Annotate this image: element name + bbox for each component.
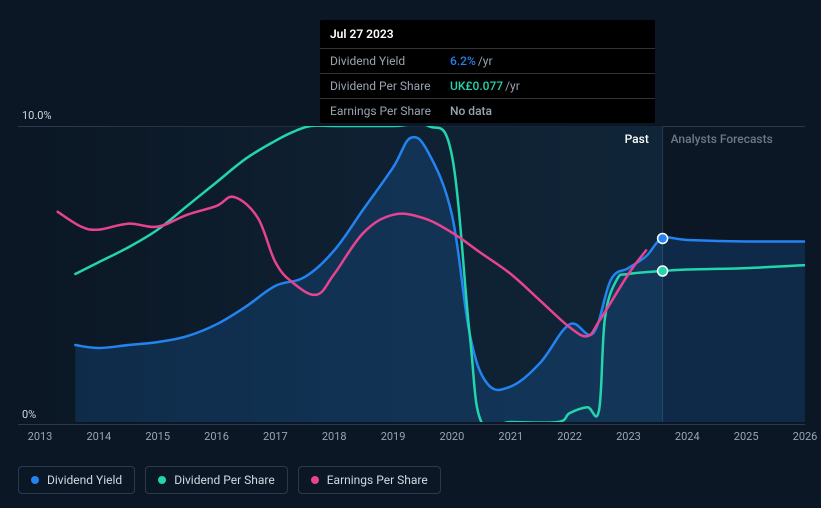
tooltip-row-value: UK£0.077 — [450, 78, 503, 94]
y-axis-label-top: 10.0% — [22, 109, 52, 122]
x-tick: 2022 — [557, 430, 582, 443]
x-tick: 2014 — [86, 430, 111, 443]
y-axis-label-bottom: 0% — [22, 408, 36, 421]
legend-dot-icon — [311, 476, 319, 484]
x-tick: 2026 — [793, 430, 818, 443]
tooltip-row-label: Earnings Per Share — [330, 103, 450, 119]
tooltip-row: Earnings Per ShareNo data — [320, 98, 655, 123]
legend-label: Earnings Per Share — [327, 473, 428, 487]
tooltip-row-unit: /yr — [505, 78, 520, 94]
tooltip-row-value: 6.2% — [450, 53, 476, 69]
legend-item[interactable]: Earnings Per Share — [298, 466, 441, 494]
x-tick: 2015 — [145, 430, 170, 443]
tooltip-row: Dividend Yield6.2%/yr — [320, 48, 655, 73]
x-tick: 2025 — [734, 430, 759, 443]
x-tick: 2016 — [204, 430, 229, 443]
legend-label: Dividend Per Share — [174, 473, 275, 487]
x-tick: 2017 — [263, 430, 288, 443]
chart-plot-area[interactable] — [40, 126, 805, 422]
x-tick: 2021 — [498, 430, 523, 443]
legend-label: Dividend Yield — [47, 473, 122, 487]
legend-dot-icon — [158, 476, 166, 484]
x-tick: 2020 — [440, 430, 465, 443]
tooltip-row-label: Dividend Yield — [330, 53, 450, 69]
legend-item[interactable]: Dividend Per Share — [145, 466, 288, 494]
legend-item[interactable]: Dividend Yield — [18, 466, 135, 494]
tooltip-row: Dividend Per ShareUK£0.077/yr — [320, 73, 655, 98]
tooltip-row-value: No data — [450, 103, 492, 119]
x-tick: 2018 — [322, 430, 347, 443]
region-label-past: Past — [625, 132, 649, 146]
legend: Dividend Yield Dividend Per Share Earnings… — [18, 466, 441, 494]
tooltip-row-unit: /yr — [478, 53, 493, 69]
x-axis-line — [18, 424, 805, 425]
region-label-forecast: Analysts Forecasts — [671, 132, 773, 146]
x-tick: 2024 — [675, 430, 700, 443]
x-tick: 2013 — [28, 430, 53, 443]
x-tick: 2019 — [381, 430, 406, 443]
legend-dot-icon — [31, 476, 39, 484]
tooltip-row-label: Dividend Per Share — [330, 78, 450, 94]
tooltip: Jul 27 2023 Dividend Yield6.2%/yrDividen… — [320, 20, 655, 123]
tooltip-date: Jul 27 2023 — [320, 20, 655, 48]
x-tick: 2023 — [616, 430, 641, 443]
